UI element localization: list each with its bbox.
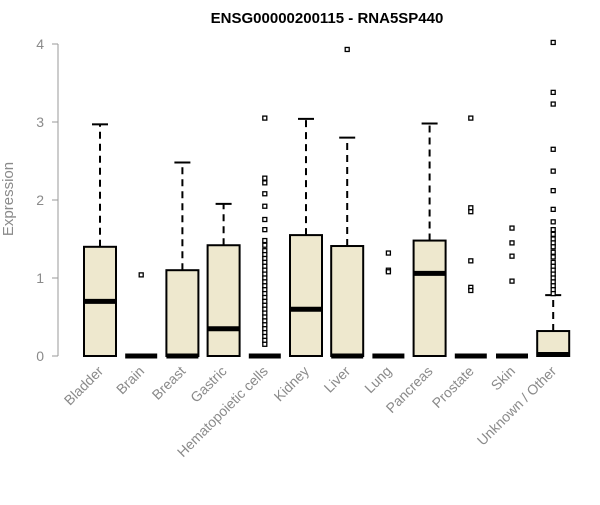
y-tick-label: 3 [36,114,44,130]
box-hematopoietic-cells [248,115,281,359]
box-gastric [206,202,241,358]
y-tick-label: 1 [36,270,44,286]
outlier-point [550,206,556,213]
outlier-point [509,253,515,259]
boxes-group [83,39,571,359]
box-body [289,234,323,358]
outlier-point [262,191,268,197]
box-liver [330,46,365,359]
outlier-point [509,278,515,284]
box-body [536,330,571,358]
outlier-point [550,89,556,96]
box-bladder [83,123,117,357]
box-skin [496,225,528,359]
outlier-point [550,231,556,237]
x-tick-label: Brain [113,363,147,397]
box-lung [372,250,405,359]
x-tick-label: Breast [149,363,189,403]
outlier-point [262,226,268,233]
outlier-point [262,175,268,181]
outlier-point [509,225,515,231]
outlier-point [262,180,268,186]
outlier-point [550,146,556,152]
x-tick-label: Liver [321,363,354,396]
outlier-point [550,187,556,194]
box-unknown-other [536,39,571,358]
outlier-point [262,242,268,248]
outlier-point [468,209,474,215]
outlier-point [550,290,556,297]
outlier-point [262,237,268,244]
outlier-point [262,341,268,347]
box-body [330,245,365,358]
x-tick-label: Lung [361,363,394,396]
y-axis-label: Expression [0,162,17,236]
outlier-point [344,46,350,53]
x-tick-label: Skin [488,363,519,394]
outlier-point [550,244,556,250]
box-pancreas [412,122,447,357]
outlier-point [550,39,556,46]
x-tick-label: Prostate [429,363,477,411]
outlier-point [550,254,556,260]
outlier-point [550,219,556,225]
box-prostate [454,115,487,359]
outlier-point [262,216,268,223]
box-brain [125,272,158,359]
outlier-point [138,272,144,278]
outlier-point [468,287,474,294]
y-tick-label: 0 [36,348,44,364]
outlier-point [262,115,268,121]
outlier-point [385,250,392,256]
outlier-point [550,249,556,255]
box-breast [165,161,200,359]
outlier-point [468,115,474,121]
box-body [206,244,241,358]
outlier-point [509,240,515,246]
outlier-point [550,226,556,233]
outlier-point [385,269,392,275]
box-kidney [289,117,323,358]
x-tick-label: Kidney [271,363,313,405]
y-tick-label: 2 [36,192,44,208]
box-body [412,239,447,357]
x-tick-label: Bladder [61,363,107,409]
y-tick-label: 4 [36,36,44,52]
outlier-point [262,203,268,209]
outlier-point [468,258,474,264]
outlier-point [550,101,556,107]
chart-title: ENSG00000200115 - RNA5SP440 [211,10,444,27]
y-axis: 0 1 2 3 4 [36,36,59,364]
outlier-point [550,168,556,174]
box-body [165,269,200,358]
